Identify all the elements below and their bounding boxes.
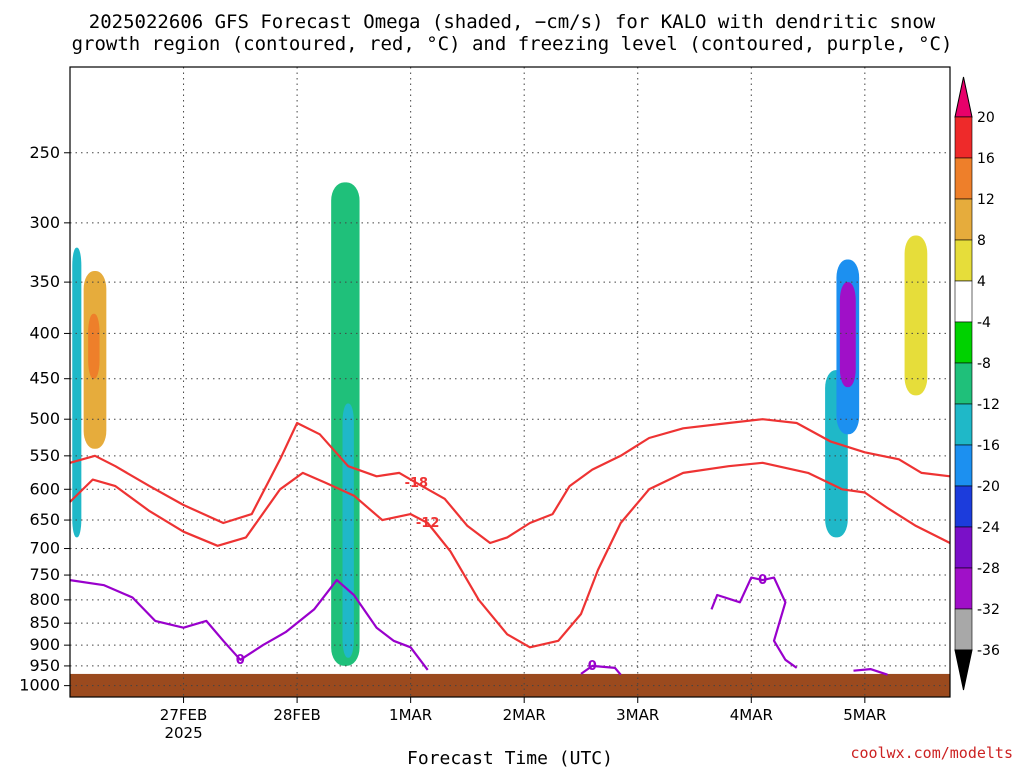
colorbar-segment-2 — [954, 198, 973, 241]
colorbar-label-6: -8 — [977, 356, 991, 372]
colorbar-segment-10 — [954, 526, 973, 569]
y-tick-label-300: 300 — [29, 213, 60, 232]
colorbar-segment-3 — [954, 239, 973, 282]
omega-feature-4 — [342, 403, 354, 658]
y-tick-label-700: 700 — [29, 539, 60, 558]
grid-lines — [64, 67, 950, 703]
x-tick-label-5: 4MAR — [730, 706, 773, 724]
y-tick-label-500: 500 — [29, 409, 60, 428]
y-axis-tick-labels: 250 300 350 400 450 500 550 600 650 700 750 800 850 9… — [19, 143, 60, 695]
x-tick-label-3: 2MAR — [503, 706, 546, 724]
chart-title-line1: 2025022606 GFS Forecast Omega (shaded, −… — [89, 11, 936, 33]
y-tick-label-600: 600 — [29, 479, 60, 498]
colorbar-label-10: -24 — [977, 520, 1000, 536]
contour-lines: -18 -12 0 0 0 — [69, 418, 951, 676]
contour-line-1 — [69, 461, 951, 649]
colorbar-label-7: -12 — [977, 397, 1000, 413]
y-tick-label-850: 850 — [29, 613, 60, 632]
colorbar-label-2: 12 — [977, 192, 995, 208]
chart-title-line2: growth region (contoured, red, °C) and f… — [72, 33, 953, 55]
x-tick-label-1: 28FEB — [273, 706, 320, 724]
colorbar-segment-1 — [954, 157, 973, 200]
contour-line-4 — [580, 664, 622, 676]
omega-shading — [72, 182, 928, 666]
x-tick-label-0: 27FEB — [160, 706, 207, 724]
contour-line-5 — [853, 667, 888, 676]
contour-label-1: -12 — [416, 516, 440, 531]
y-tick-label-750: 750 — [29, 565, 60, 584]
y-tick-label-650: 650 — [29, 510, 60, 529]
colorbar-label-12: -32 — [977, 602, 1000, 618]
contour-label-3: 0 — [758, 573, 767, 588]
colorbar-label-3: 8 — [977, 233, 986, 249]
y-tick-label-350: 350 — [29, 272, 60, 291]
contour-label-0: -18 — [405, 476, 429, 491]
contour-line-0 — [69, 418, 951, 545]
contour-line-3 — [710, 576, 798, 669]
omega-colorbar: 20 16 12 8 4 -4 -8 -12 -16 -20 -24 -28 -32 -36 — [954, 76, 1000, 691]
y-tick-label-950: 950 — [29, 656, 60, 675]
omega-feature-8 — [904, 235, 928, 396]
x-tick-label-6: 5MAR — [843, 706, 886, 724]
credit-text: coolwx.com/modelts — [850, 744, 1013, 762]
x-axis-label: Forecast Time (UTC) — [407, 748, 613, 768]
contour-label-2: 0 — [236, 653, 245, 668]
colorbar-label-11: -28 — [977, 561, 1000, 577]
colorbar-label-9: -20 — [977, 479, 1000, 495]
omega-feature-0 — [72, 247, 82, 538]
x-tick-label-4: 3MAR — [616, 706, 659, 724]
plot-frame — [69, 66, 951, 698]
colorbar-segment-12 — [954, 608, 973, 651]
colorbar-bottom-arrow — [954, 649, 973, 691]
colorbar-segment-11 — [954, 567, 973, 610]
colorbar-segment-9 — [954, 485, 973, 528]
colorbar-segment-7 — [954, 403, 973, 446]
omega-feature-2 — [88, 313, 100, 379]
contour-label-4: 0 — [588, 659, 597, 674]
colorbar-segment-6 — [954, 362, 973, 405]
y-tick-label-400: 400 — [29, 323, 60, 342]
colorbar-label-13: -36 — [977, 643, 1000, 659]
colorbar-label-8: -16 — [977, 438, 1000, 454]
colorbar-top-arrow — [954, 76, 973, 118]
y-tick-label-800: 800 — [29, 590, 60, 609]
contour-line-2 — [69, 578, 429, 671]
colorbar-segment-4 — [954, 280, 973, 323]
omega-feature-7 — [839, 282, 856, 388]
colorbar-segment-5 — [954, 321, 973, 364]
x-tick-sublabel-0: 2025 — [164, 724, 202, 742]
colorbar-segment-8 — [954, 444, 973, 487]
y-tick-label-450: 450 — [29, 369, 60, 388]
colorbar-label-1: 16 — [977, 151, 995, 167]
colorbar-segment-0 — [954, 116, 973, 159]
colorbar-label-5: -4 — [977, 315, 991, 331]
y-tick-label-1000: 1000 — [19, 676, 60, 695]
colorbar-label-0: 20 — [977, 110, 995, 126]
y-tick-label-900: 900 — [29, 635, 60, 654]
colorbar-label-4: 4 — [977, 274, 986, 290]
y-tick-label-550: 550 — [29, 446, 60, 465]
y-tick-label-250: 250 — [29, 143, 60, 162]
x-tick-label-2: 1MAR — [389, 706, 432, 724]
